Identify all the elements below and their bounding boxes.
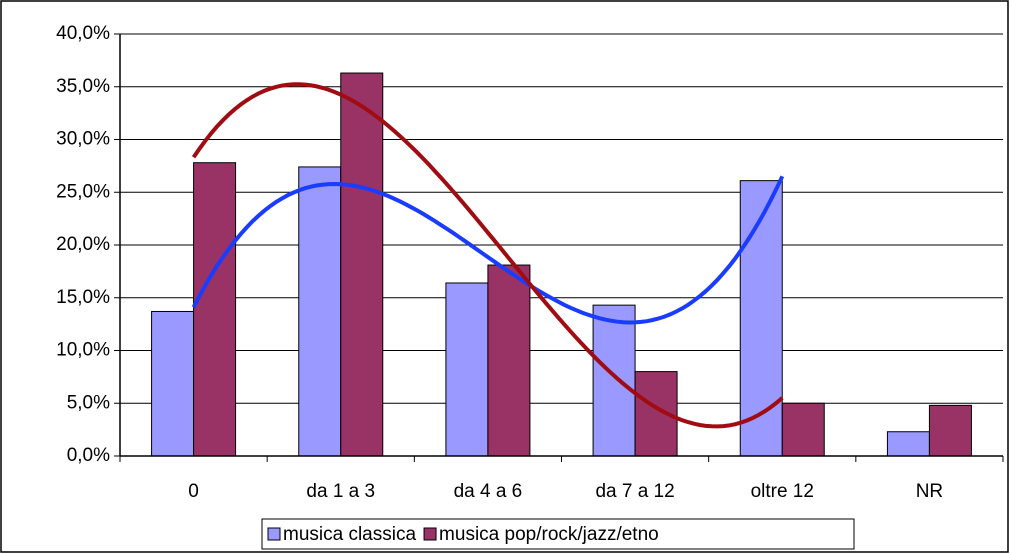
x-tick-label: da 7 a 12 bbox=[595, 481, 674, 502]
bar bbox=[298, 166, 342, 457]
legend-swatch bbox=[423, 527, 437, 541]
legend-label: musica classica bbox=[283, 524, 416, 545]
bar bbox=[739, 180, 783, 457]
legend-swatch bbox=[267, 527, 281, 541]
y-tick-label: 25,0% bbox=[56, 181, 110, 202]
bar bbox=[781, 402, 825, 457]
legend-label: musica pop/rock/jazz/etno bbox=[439, 524, 659, 545]
trendline bbox=[191, 175, 785, 325]
bar bbox=[151, 310, 195, 457]
y-tick-label: 20,0% bbox=[56, 234, 110, 255]
bar bbox=[445, 282, 489, 457]
bar bbox=[592, 304, 636, 457]
bar bbox=[886, 431, 930, 457]
x-tick-label: NR bbox=[916, 481, 943, 502]
legend-box bbox=[261, 518, 855, 550]
bar bbox=[487, 264, 531, 457]
y-tick-label: 5,0% bbox=[67, 392, 110, 413]
legend: musica classica musica pop/rock/jazz/etno bbox=[261, 518, 855, 550]
bar bbox=[340, 72, 384, 457]
x-tick-label: oltre 12 bbox=[751, 481, 814, 502]
y-tick-label: 40,0% bbox=[56, 23, 110, 44]
bar bbox=[928, 404, 972, 457]
y-tick-label: 10,0% bbox=[56, 340, 110, 361]
x-tick-label: da 1 a 3 bbox=[306, 481, 375, 502]
y-tick-label: 30,0% bbox=[56, 129, 110, 150]
y-tick-label: 35,0% bbox=[56, 76, 110, 97]
trendline bbox=[191, 82, 784, 429]
y-tick-label: 15,0% bbox=[56, 287, 110, 308]
bar bbox=[193, 162, 237, 457]
x-tick-label: 0 bbox=[188, 481, 199, 502]
x-tick-label: da 4 a 6 bbox=[454, 481, 523, 502]
y-tick-label: 0,0% bbox=[67, 445, 110, 466]
